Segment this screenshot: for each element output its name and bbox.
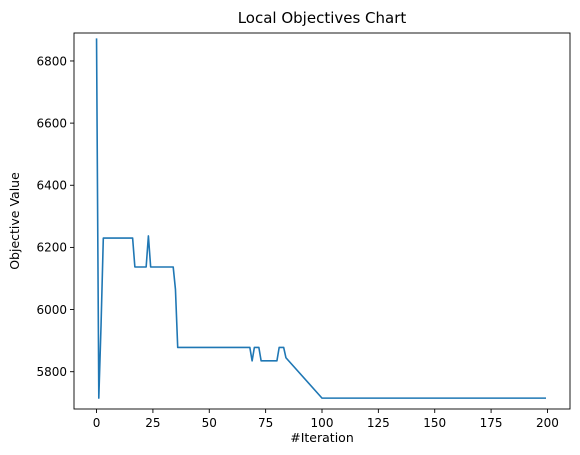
y-tick-label: 6200 bbox=[36, 241, 67, 255]
chart-title: Local Objectives Chart bbox=[238, 9, 407, 27]
x-tick-label: 125 bbox=[367, 416, 390, 430]
x-tick-label: 0 bbox=[93, 416, 101, 430]
x-tick-label: 100 bbox=[311, 416, 334, 430]
x-tick-label: 150 bbox=[423, 416, 446, 430]
x-axis-title: #Iteration bbox=[290, 430, 354, 445]
y-tick-label: 6800 bbox=[36, 54, 67, 68]
x-tick-label: 50 bbox=[202, 416, 217, 430]
x-tick-label: 75 bbox=[258, 416, 273, 430]
y-tick-label: 6000 bbox=[36, 303, 67, 317]
x-tick-label: 200 bbox=[536, 416, 559, 430]
y-tick-label: 5800 bbox=[36, 365, 67, 379]
y-tick-label: 6600 bbox=[36, 116, 67, 130]
y-tick-label: 6400 bbox=[36, 179, 67, 193]
y-axis-title: Objective Value bbox=[7, 172, 22, 270]
plot-area: 0 25 50 75 100 125 150 175 200 5800 6000 6200 6400 66… bbox=[36, 32, 571, 430]
series-line-0 bbox=[95, 38, 547, 399]
x-tick-label: 25 bbox=[145, 416, 160, 430]
x-tick-label: 175 bbox=[480, 416, 503, 430]
